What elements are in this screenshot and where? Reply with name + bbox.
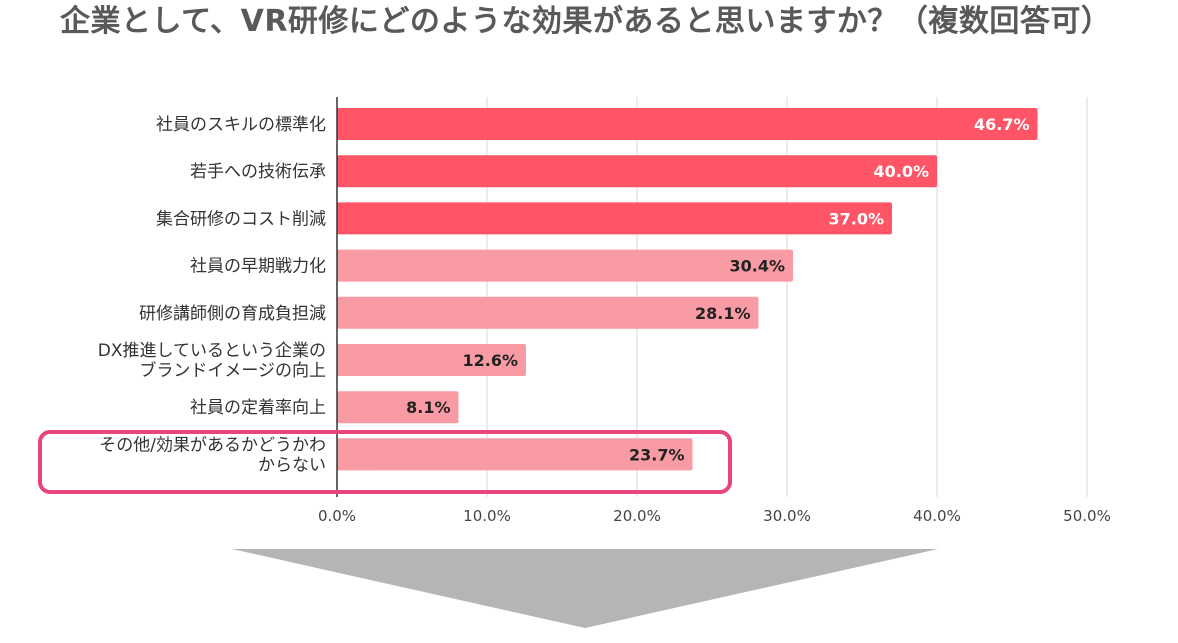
category-label: 集合研修のコスト削減 xyxy=(156,209,326,229)
bar xyxy=(337,344,526,376)
category-labels: 社員のスキルの標準化若手への技術伝承集合研修のコスト削減社員の早期戦力化研修講師… xyxy=(98,115,326,475)
bars: 46.7% 40.0% 37.0% 30.4% 28.1% 12.6% 8.1% 23.7% xyxy=(337,108,1038,471)
x-tick-label: 30.0% xyxy=(763,507,811,525)
bar xyxy=(337,296,759,329)
highlight-box xyxy=(38,430,732,494)
bar-value-label: 28.1% xyxy=(695,304,751,323)
bar xyxy=(337,108,1038,140)
bar-value-label: 40.0% xyxy=(873,162,929,181)
category-label: からない xyxy=(258,455,326,475)
bar-value-label: 30.4% xyxy=(729,257,785,276)
x-tick-label: 20.0% xyxy=(613,507,661,525)
x-tick-labels: 0.0% 10.0% 20.0% 30.0% 40.0% 50.0% xyxy=(318,507,1111,525)
x-tick-label: 0.0% xyxy=(318,507,356,525)
bar-value-label: 12.6% xyxy=(462,351,518,370)
x-tick-label: 40.0% xyxy=(913,507,961,525)
chart-title: 企業として、VR研修にどのような効果があると思いますか？（複数回答可） xyxy=(60,4,1112,39)
category-label: DX推進しているという企業の xyxy=(98,341,326,361)
bar-value-label: 8.1% xyxy=(406,398,450,417)
category-label: 社員の定着率向上 xyxy=(190,398,326,418)
bar-value-label: 23.7% xyxy=(629,445,685,464)
bar xyxy=(337,391,459,424)
bar xyxy=(337,438,693,471)
category-label: ブランドイメージの向上 xyxy=(139,360,326,381)
bar-value-label: 37.0% xyxy=(828,209,884,228)
category-label: 若手への技術伝承 xyxy=(190,162,326,182)
category-label: 社員の早期戦力化 xyxy=(190,257,326,277)
x-tick-label: 10.0% xyxy=(463,507,511,525)
bar xyxy=(337,249,793,282)
bar xyxy=(337,155,937,188)
x-tick-label: 50.0% xyxy=(1063,507,1111,525)
category-label: 研修講師側の育成負担減 xyxy=(139,304,326,324)
bar xyxy=(337,202,892,235)
bar-value-label: 46.7% xyxy=(974,115,1030,134)
down-arrow-shape xyxy=(232,549,938,628)
category-label: その他/効果があるかどうかわ xyxy=(99,435,326,455)
category-label: 社員のスキルの標準化 xyxy=(156,115,326,135)
